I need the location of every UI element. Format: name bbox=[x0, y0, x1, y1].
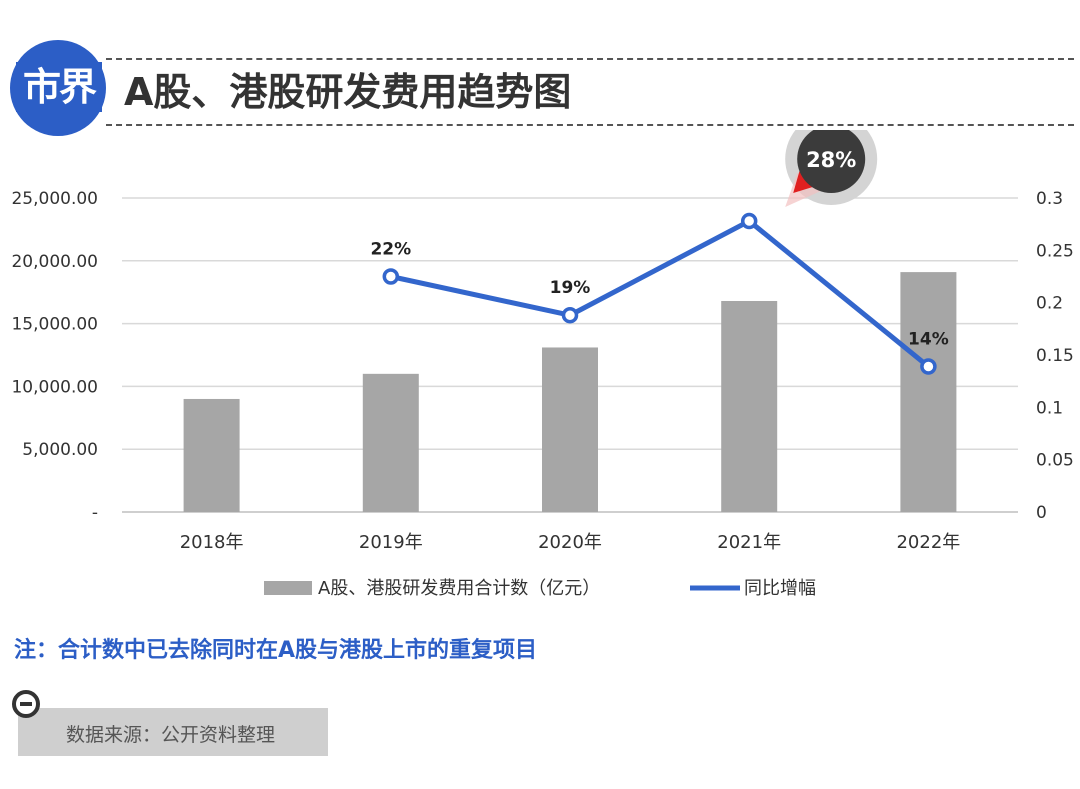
y-tick-label-right: 0.2 bbox=[1036, 294, 1063, 314]
chart: - 5,000.00 10,000.00 15,000.00 20,000.00 25,0… bbox=[11, 130, 1074, 599]
y-tick-label-right: 0 bbox=[1036, 503, 1047, 523]
bar bbox=[362, 373, 419, 512]
highlight-arrow-shadow bbox=[785, 173, 826, 208]
logo-text: 市界 bbox=[16, 62, 102, 112]
line-point bbox=[382, 268, 400, 285]
y-tick-label-left: 10,000.00 bbox=[11, 377, 98, 397]
legend-swatch-bar bbox=[264, 581, 312, 595]
y-tick-label-right: 0.25 bbox=[1036, 241, 1074, 261]
x-tick-label: 2019年 bbox=[359, 532, 423, 553]
x-tick-label: 2018年 bbox=[180, 532, 244, 553]
title-divider-bottom bbox=[106, 124, 1074, 126]
data-label: 22% bbox=[370, 240, 411, 260]
y-tick-label-right: 0.15 bbox=[1036, 346, 1074, 366]
x-tick-label: 2020年 bbox=[538, 532, 602, 553]
bar bbox=[183, 398, 240, 512]
legend-label-line: 同比增幅 bbox=[744, 578, 816, 599]
y-tick-label-left: - bbox=[92, 503, 98, 523]
footnote: 注：合计数中已去除同时在A股与港股上市的重复项目 bbox=[14, 638, 538, 663]
series-line bbox=[390, 218, 930, 369]
y-tick-label-left: 5,000.00 bbox=[22, 440, 98, 460]
x-tick-label: 2021年 bbox=[717, 532, 781, 553]
y-tick-label-right: 0.05 bbox=[1036, 451, 1074, 471]
bar bbox=[900, 272, 957, 512]
page-title: A股、港股研发费用趋势图 bbox=[124, 70, 572, 114]
bar bbox=[721, 300, 778, 512]
source-box bbox=[18, 708, 328, 756]
title-divider-top bbox=[106, 58, 1074, 60]
y-tick-label-left: 25,000.00 bbox=[11, 189, 98, 209]
data-label: 19% bbox=[550, 278, 591, 298]
y-tick-label-left: 20,000.00 bbox=[11, 252, 98, 272]
legend-label-bar: A股、港股研发费用合计数（亿元） bbox=[318, 578, 600, 599]
data-label: 14% bbox=[908, 330, 949, 350]
line-point bbox=[920, 358, 937, 375]
y-tick-label-left: 15,000.00 bbox=[11, 315, 98, 335]
data-label: 28% bbox=[806, 148, 856, 172]
bar bbox=[542, 347, 598, 512]
y-tick-label-right: 0.1 bbox=[1036, 398, 1063, 418]
line-point bbox=[740, 212, 758, 230]
y-tick-label-right: 0.3 bbox=[1036, 189, 1063, 209]
line-point bbox=[561, 306, 579, 324]
minus-circle-icon bbox=[12, 690, 40, 718]
x-tick-label: 2022年 bbox=[896, 532, 960, 553]
source-text: 数据来源：公开资料整理 bbox=[66, 724, 276, 746]
highlight-bubble bbox=[797, 130, 866, 193]
